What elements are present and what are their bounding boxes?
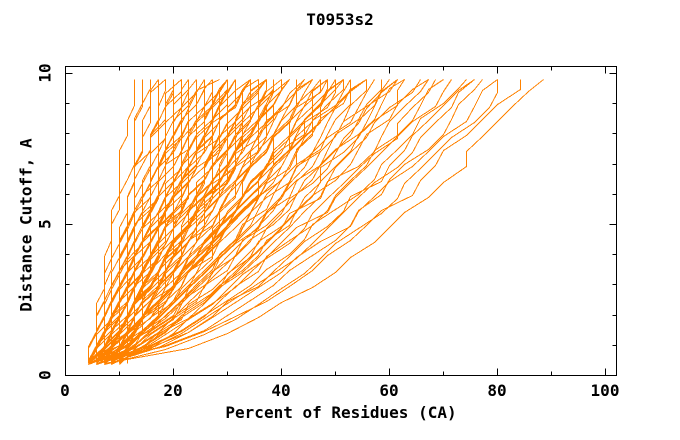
model-curve: [111, 79, 351, 361]
x-tick-label: 40: [271, 381, 291, 400]
model-curve: [111, 79, 444, 362]
model-curve: [104, 79, 328, 361]
model-curve: [119, 79, 336, 365]
model-curve: [104, 79, 498, 365]
axis-ticks: [65, 66, 617, 376]
model-curve: [111, 79, 143, 364]
model-curve: [104, 79, 313, 365]
model-curve: [111, 79, 429, 362]
x-tick-label: 100: [590, 381, 620, 400]
model-curve: [111, 79, 297, 364]
model-curve: [119, 79, 274, 365]
model-curve: [111, 79, 475, 363]
x-tick-label: 20: [163, 381, 183, 400]
model-curve: [111, 79, 398, 364]
chart-title: T0953s2: [306, 10, 374, 29]
model-curve: [111, 79, 398, 365]
model-curve: [104, 79, 544, 364]
model-curve: [111, 79, 336, 364]
model-curve: [104, 79, 159, 363]
model-curve: [119, 79, 313, 361]
x-tick-label: 0: [60, 381, 70, 400]
model-curve: [96, 79, 375, 365]
y-axis-label: Distance Cutoff, A: [16, 138, 36, 312]
model-curve: [111, 79, 174, 363]
x-tick-label: 80: [487, 381, 507, 400]
y-tick-label: 5: [35, 219, 55, 229]
model-curve: [96, 79, 405, 361]
y-tick-label: 10: [35, 63, 55, 83]
model-curve: [104, 79, 483, 362]
x-axis-label: Percent of Residues (CA): [225, 403, 457, 422]
model-curve: [96, 79, 390, 362]
model-curve: [111, 79, 405, 363]
model-curve: [96, 79, 436, 365]
plot-frame: [65, 66, 617, 376]
model-curve: [111, 79, 328, 362]
model-curve: [88, 79, 135, 362]
model-curve: [104, 79, 351, 364]
model-curve: [111, 79, 159, 362]
model-curve: [88, 79, 452, 364]
x-tick-label: 60: [379, 381, 399, 400]
y-tick-label: 0: [35, 370, 55, 380]
model-curve: [96, 79, 475, 364]
model-curve: [88, 79, 421, 365]
